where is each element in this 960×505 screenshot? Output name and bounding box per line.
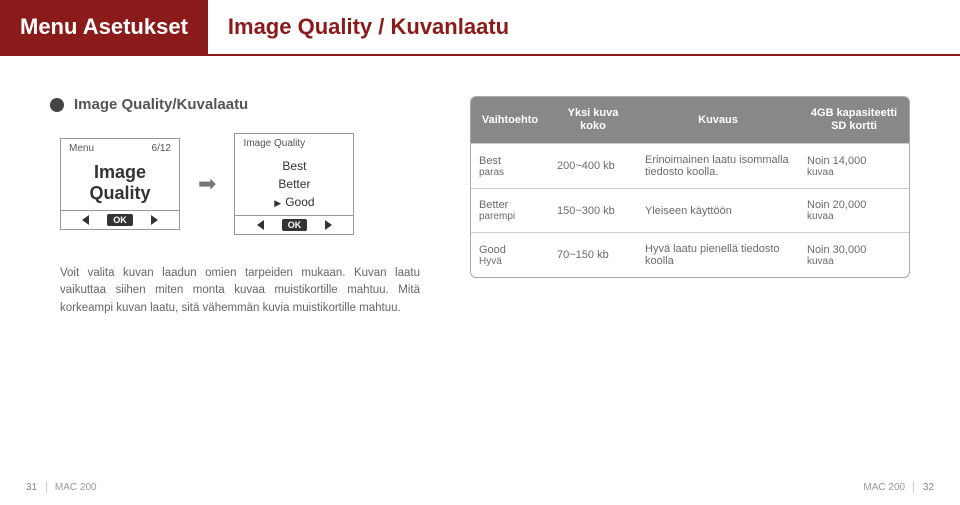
description-text: Voit valita kuvan laadun omien tarpeiden…	[50, 265, 430, 317]
th-option: Vaihtoehto	[471, 97, 549, 143]
cell-capacity: Noin 20,000 kuvaa	[799, 189, 909, 232]
table-row: Better parempi 150~300 kb Yleiseen käytt…	[471, 188, 909, 232]
cell-option: Best paras	[471, 144, 549, 188]
cell-capacity: Noin 30,000 kuvaa	[799, 233, 909, 277]
right-arrow-icon	[325, 220, 332, 230]
footer-left: 31 MAC 200	[20, 482, 97, 493]
cap-unit: kuvaa	[807, 256, 901, 267]
menu2-body: Best Better Good	[235, 153, 353, 215]
cap-val: Noin 20,000	[807, 199, 901, 211]
left-column: Image Quality/Kuvalaatu Menu 6/12 Image …	[50, 96, 430, 317]
menu1-header: Menu 6/12	[61, 139, 179, 158]
cell-size: 70~150 kb	[549, 233, 637, 277]
right-column: Vaihtoehto Yksi kuva koko Kuvaus 4GB kap…	[470, 96, 910, 317]
menu1-line1: Image	[61, 162, 179, 183]
cell-size: 150~300 kb	[549, 189, 637, 232]
ok-badge: OK	[107, 214, 133, 226]
menu2-opt2: Better	[235, 175, 353, 193]
ok-badge: OK	[282, 219, 308, 231]
menu2-opt1: Best	[235, 157, 353, 175]
page-number-right: 32	[923, 482, 934, 493]
footer-model-left: MAC 200	[46, 482, 97, 493]
opt-fi: paras	[479, 167, 541, 178]
bullet-icon	[50, 98, 64, 112]
page-number-left: 31	[26, 482, 37, 493]
menu2-footer: OK	[235, 215, 353, 234]
cap-val: Noin 14,000	[807, 155, 901, 167]
cap-unit: kuvaa	[807, 167, 901, 178]
header-tab: Menu Asetukset	[0, 0, 208, 56]
page-footer: 31 MAC 200 MAC 200 32	[0, 482, 960, 493]
section-title: Image Quality/Kuvalaatu	[74, 96, 248, 113]
menu1-body: Image Quality	[61, 158, 179, 209]
cell-desc: Hyvä laatu pienellä tiedosto koolla	[637, 233, 799, 277]
opt-fi: Hyvä	[479, 256, 541, 267]
arrow-right-icon: ➡	[198, 171, 216, 197]
section-heading: Image Quality/Kuvalaatu	[50, 96, 430, 113]
opt-en: Best	[479, 155, 541, 167]
opt-en: Better	[479, 199, 541, 211]
header-title: Image Quality / Kuvanlaatu	[208, 0, 960, 56]
cell-desc: Yleiseen käyttöön	[637, 189, 799, 232]
right-arrow-icon	[151, 215, 158, 225]
table-row: Good Hyvä 70~150 kb Hyvä laatu pienellä …	[471, 232, 909, 277]
left-arrow-icon	[82, 215, 89, 225]
menu1-line2: Quality	[61, 183, 179, 204]
menu2-label: Image Quality	[243, 138, 305, 149]
th-capacity: 4GB kapasiteetti SD kortti	[799, 97, 909, 143]
menu-screen-1: Menu 6/12 Image Quality OK	[60, 138, 180, 229]
footer-model-right: MAC 200	[863, 482, 914, 493]
cell-capacity: Noin 14,000 kuvaa	[799, 144, 909, 188]
menu1-label: Menu	[69, 143, 94, 154]
menu2-header: Image Quality	[235, 134, 353, 153]
content: Image Quality/Kuvalaatu Menu 6/12 Image …	[0, 56, 960, 337]
cap-val: Noin 30,000	[807, 244, 901, 256]
th-cap-l2: SD kortti	[831, 120, 877, 133]
th-desc: Kuvaus	[637, 97, 799, 143]
quality-table: Vaihtoehto Yksi kuva koko Kuvaus 4GB kap…	[470, 96, 910, 278]
opt-en: Good	[479, 244, 541, 256]
footer-right: MAC 200 32	[863, 482, 940, 493]
cell-size: 200~400 kb	[549, 144, 637, 188]
opt-fi: parempi	[479, 211, 541, 222]
page-header: Menu Asetukset Image Quality / Kuvanlaat…	[0, 0, 960, 56]
menu-screens-row: Menu 6/12 Image Quality OK ➡ Image Quali…	[50, 133, 430, 235]
menu1-footer: OK	[61, 210, 179, 229]
menu-screen-2: Image Quality Best Better Good OK	[234, 133, 354, 235]
menu1-index: 6/12	[152, 143, 171, 154]
cap-unit: kuvaa	[807, 211, 901, 222]
table-row: Best paras 200~400 kb Erinoimainen laatu…	[471, 143, 909, 188]
left-arrow-icon	[257, 220, 264, 230]
th-size: Yksi kuva koko	[549, 97, 637, 143]
th-cap-l1: 4GB kapasiteetti	[811, 107, 897, 120]
cell-option: Better parempi	[471, 189, 549, 232]
cell-desc: Erinoimainen laatu isommalla tiedosto ko…	[637, 144, 799, 188]
table-header-row: Vaihtoehto Yksi kuva koko Kuvaus 4GB kap…	[471, 97, 909, 143]
th-size-l1: Yksi kuva	[568, 107, 619, 120]
th-size-l2: koko	[580, 120, 606, 133]
menu2-opt3-selected: Good	[235, 193, 353, 211]
cell-option: Good Hyvä	[471, 233, 549, 277]
